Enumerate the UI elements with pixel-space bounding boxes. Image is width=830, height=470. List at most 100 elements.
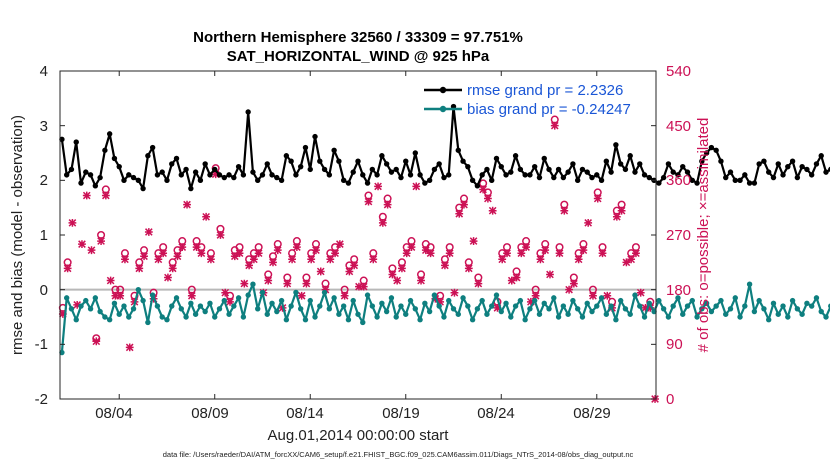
bias-point [474,306,481,312]
bias-point [307,297,313,304]
bias-point [665,314,672,320]
obs-assimilated-glyph [383,200,392,209]
bias-point [751,308,758,315]
bias-point [708,308,715,315]
rmse-point [574,177,581,184]
rmse-point [531,163,538,170]
rmse-point [317,158,323,164]
bias-point [574,306,581,312]
rmse-point [250,169,256,175]
obs-assimilated-glyph [474,279,483,288]
obs-assimilated-marker [211,170,220,179]
chart-subtitle: SAT_HORIZONTAL_WIND @ 925 hPa [227,48,490,65]
rmse-point [465,163,471,170]
bias-point [302,317,309,323]
rmse-point [374,172,380,178]
obs-assimilated-glyph [641,303,650,312]
obs-assimilated-glyph [369,255,378,264]
obs-assimilated-glyph [68,218,77,227]
obs-assimilated-glyph [87,246,96,255]
obs-assimilated-marker [326,255,335,264]
obs-assimilated-marker [450,288,459,297]
obs-assimilated-glyph [121,255,129,264]
bias-point [555,314,562,320]
rmse-point [479,172,485,178]
bias-point [417,317,423,323]
obs-assimilated-glyph [187,291,196,300]
rmse-point [259,172,266,178]
obs-assimilated-marker [97,237,105,245]
obs-assimilated-marker [331,249,339,258]
bias-point [646,300,653,307]
bias-point [130,306,137,312]
rmse-point [474,183,481,189]
bias-point [422,300,428,307]
ytick-left-neg1: -1 [35,336,48,353]
obs-assimilated-glyph [331,249,339,258]
obs-assimilated-glyph [316,267,325,276]
rmse-point [598,177,605,184]
bias-line [60,283,830,353]
obs-assimilated-glyph [197,249,206,258]
obs-assimilated-marker [101,191,110,200]
rmse-point [627,153,633,159]
rmse-point [694,180,700,186]
bias-point [660,306,667,312]
obs-assimilated-marker [245,261,254,270]
obs-assimilated-marker [73,300,82,309]
obs-assimilated-glyph [350,261,359,270]
bias-point [164,317,170,323]
obs-assimilated-marker [226,297,234,306]
rmse-point [321,166,328,173]
obs-assimilated-glyph [598,249,607,258]
obs-assimilated-marker [574,255,583,264]
bias-point [785,314,791,320]
obs-assimilated-glyph [436,297,445,306]
bias-point [780,303,786,309]
rmse-point [403,158,409,164]
bias-point [135,286,142,293]
footnote: data file: /Users/raeder/DAI/ATM_forcXX/… [163,450,634,459]
bias-point [250,281,256,287]
obs-assimilated-glyph [211,170,220,179]
obs-assimilated-marker [192,243,201,252]
rmse-point [87,172,94,178]
obs-assimilated-glyph [517,249,526,258]
rmse-point [675,172,681,178]
obs-assimilated-marker [207,255,215,264]
rmse-point [775,161,781,167]
obs-assimilated-glyph [63,264,72,273]
bias-point [794,306,801,312]
obs-assimilated-glyph [426,249,435,258]
obs-assimilated-marker [441,261,449,270]
rmse-point [412,150,419,156]
xtick-0819: 08/19 [382,405,420,422]
obs-assimilated-marker [197,249,206,258]
legend-rmse-label: rmse grand pr = 2.2326 [467,82,623,99]
rmse-point [393,166,399,173]
bias-point [192,311,199,317]
ytick-left-3: 3 [40,118,48,135]
bias-point [197,303,204,309]
obs-assimilated-glyph [555,249,564,258]
rmse-point [751,180,758,186]
obs-assimilated-marker [374,182,382,191]
obs-assimilated-glyph [116,291,125,300]
bias-point [527,306,533,312]
obs-assimilated-marker [378,218,387,227]
obs-assimilated-marker [235,249,244,258]
bias-point [106,317,113,323]
rmse-point [617,161,624,167]
rmse-point [589,174,595,181]
bias-point [517,297,524,304]
rmse-point [102,147,108,153]
obs-assimilated-glyph [92,337,101,346]
ytick-left-2: 2 [40,172,48,189]
rmse-point [111,155,118,162]
rmse-point [369,166,376,173]
rmse-point [536,174,543,181]
rmse-point [579,166,586,173]
rmse-point [570,161,576,167]
obs-assimilated-marker [569,279,578,288]
